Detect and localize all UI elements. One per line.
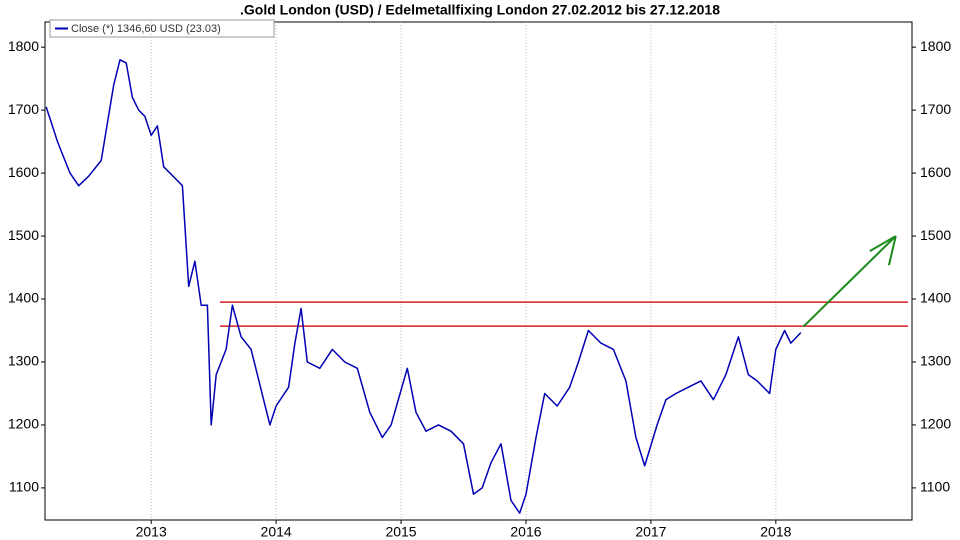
y2-tick-label: 1700 — [920, 101, 951, 117]
legend-box — [49, 19, 275, 38]
y2-tick-label: 1300 — [920, 353, 951, 369]
y-tick-label: 1600 — [8, 164, 39, 180]
price-line — [45, 59, 802, 514]
y2-tick-label: 1500 — [920, 227, 951, 243]
y-tick-label: 1200 — [8, 416, 39, 432]
x-tick-label: 2016 — [510, 524, 541, 540]
y-tick-label: 1100 — [9, 479, 39, 495]
arrow-shaft — [802, 235, 897, 328]
y-tick-label: 1800 — [8, 38, 39, 54]
y2-tick-label: 1400 — [920, 290, 951, 306]
y-tick-label: 1500 — [8, 227, 39, 243]
arrow-head — [869, 235, 897, 252]
plot-frame — [44, 21, 913, 521]
x-tick-label: 2018 — [760, 524, 791, 540]
x-tick-label: 2017 — [635, 524, 666, 540]
legend-label: Close (*) 1346,60 USD (23.03) — [71, 23, 221, 35]
chart-title: .Gold London (USD) / Edelmetallfixing Lo… — [240, 2, 720, 18]
y-tick-label: 1700 — [8, 101, 39, 117]
y2-tick-label: 1800 — [920, 38, 951, 54]
x-tick-label: 2014 — [261, 524, 292, 540]
y-tick-label: 1300 — [8, 353, 39, 369]
arrow-head — [887, 235, 897, 266]
y2-tick-label: 1100 — [920, 479, 950, 495]
y-tick-label: 1400 — [8, 290, 39, 306]
x-tick-label: 2013 — [136, 524, 167, 540]
y2-tick-label: 1600 — [920, 164, 951, 180]
x-tick-label: 2015 — [385, 524, 416, 540]
y2-tick-label: 1200 — [920, 416, 951, 432]
